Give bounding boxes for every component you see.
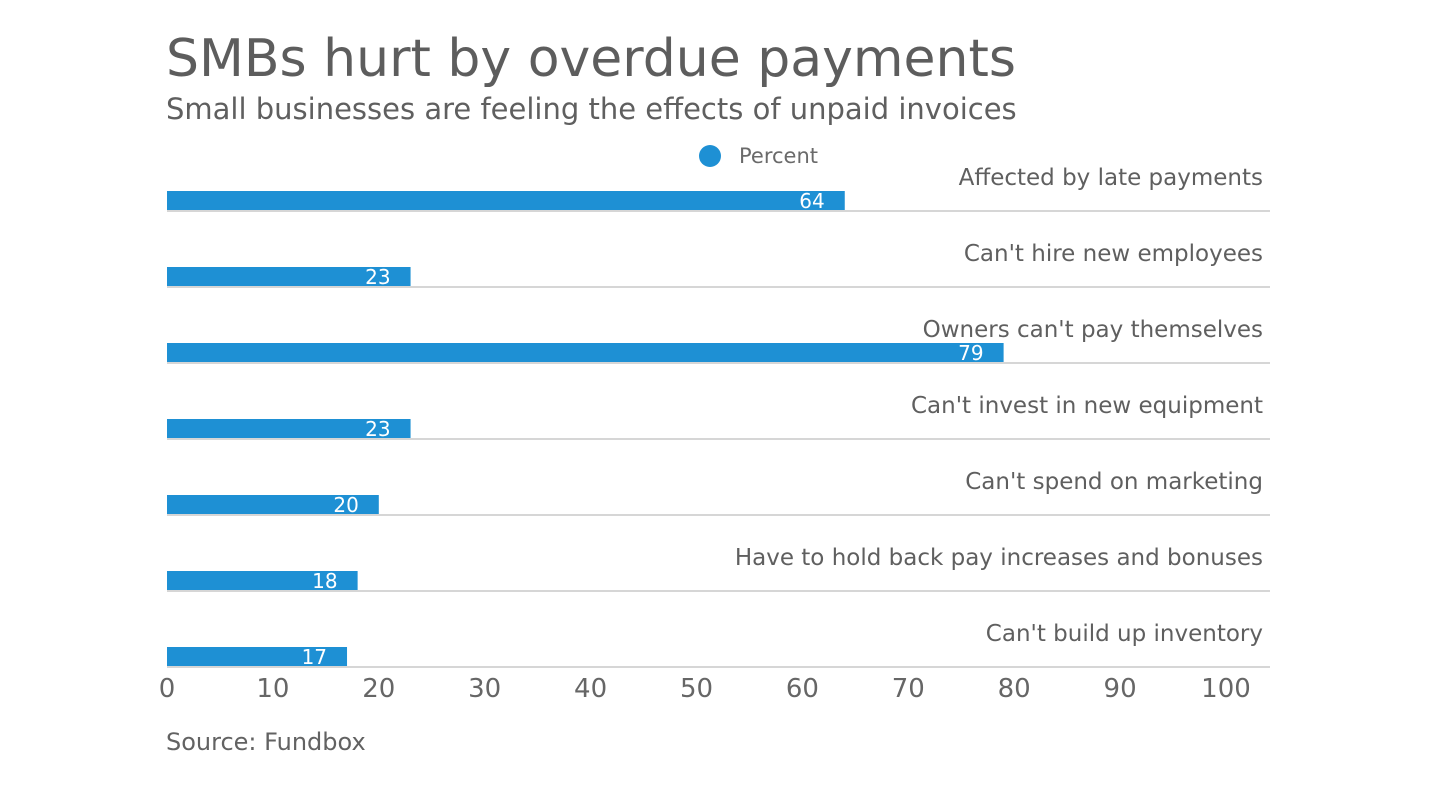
legend-label: Percent — [739, 144, 818, 168]
category-label: Have to hold back pay increases and bonu… — [735, 545, 1263, 571]
chart-title: SMBs hurt by overdue payments — [166, 29, 1016, 89]
x-tick-label: 10 — [256, 674, 289, 704]
bar — [167, 495, 379, 514]
legend-marker — [699, 145, 721, 167]
bar — [167, 419, 411, 438]
data-label: 18 — [312, 569, 337, 593]
x-tick-label: 70 — [892, 674, 925, 704]
data-label: 20 — [333, 493, 358, 517]
bar — [167, 267, 411, 286]
x-tick-label: 100 — [1201, 674, 1251, 704]
x-tick-label: 60 — [786, 674, 819, 704]
category-label: Owners can't pay themselves — [923, 317, 1263, 343]
category-label: Can't spend on marketing — [965, 469, 1263, 495]
data-label: 64 — [799, 189, 824, 213]
bar — [167, 571, 358, 590]
x-tick-label: 50 — [680, 674, 713, 704]
chart-rows: Affected by late payments 64 Can't hire ne… — [167, 165, 1270, 669]
x-tick-label: 20 — [362, 674, 395, 704]
data-label: 17 — [302, 645, 327, 669]
data-label: 23 — [365, 417, 390, 441]
x-tick-label: 80 — [998, 674, 1031, 704]
chart-subtitle: Small businesses are feeling the effects… — [166, 92, 1017, 126]
category-label: Can't invest in new equipment — [911, 393, 1263, 419]
x-tick-label: 30 — [468, 674, 501, 704]
x-tick-label: 90 — [1104, 674, 1137, 704]
bar — [167, 343, 1004, 362]
legend: Percent — [699, 144, 818, 168]
category-label: Can't hire new employees — [964, 241, 1263, 267]
category-label: Can't build up inventory — [986, 621, 1263, 647]
data-label: 23 — [365, 265, 390, 289]
x-axis: 0 10 20 30 40 50 60 70 80 90 100 — [159, 674, 1251, 704]
x-tick-label: 0 — [159, 674, 176, 704]
category-label: Affected by late payments — [959, 165, 1263, 191]
x-tick-label: 40 — [574, 674, 607, 704]
bar — [167, 191, 845, 210]
data-label: 79 — [958, 341, 983, 365]
source-note: Source: Fundbox — [166, 728, 366, 756]
bar — [167, 647, 348, 666]
